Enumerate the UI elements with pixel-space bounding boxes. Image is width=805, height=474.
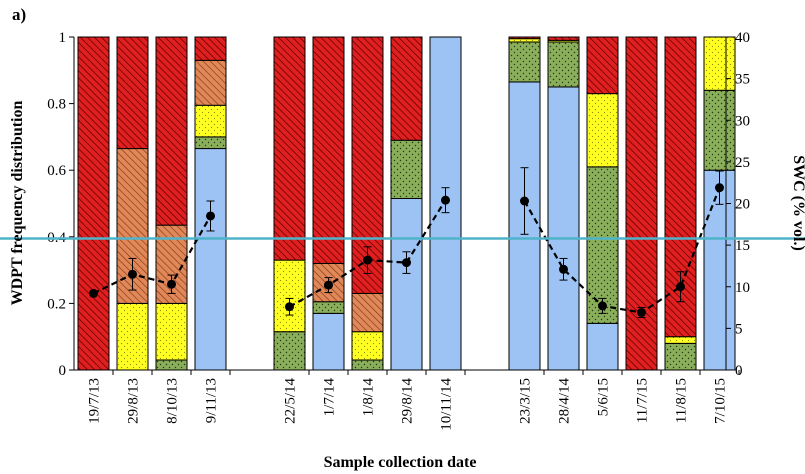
bar-yellow-4 — [273, 259, 306, 333]
bar-green-6 — [351, 359, 384, 371]
swc-point — [167, 279, 176, 289]
bar-red-0 — [77, 36, 110, 371]
bar-blue-11 — [586, 322, 619, 371]
bar-red-7 — [390, 36, 423, 141]
y-right-tick-label: 15 — [735, 238, 750, 254]
bar-red-5 — [312, 36, 345, 264]
x-tick-label: 5/6/15 — [596, 378, 612, 416]
bar-red-3 — [194, 36, 227, 61]
bar-yellow-11 — [586, 93, 619, 168]
bar-green-11 — [586, 166, 619, 324]
swc-line-layer — [0, 167, 805, 319]
x-tick-label: 11/7/15 — [635, 378, 651, 423]
y-axis-left-title: WDPT frequency distribution — [9, 101, 26, 306]
bar-yellow-3 — [194, 104, 227, 138]
bar-orange-6 — [351, 292, 384, 333]
bar-blue-5 — [312, 312, 345, 371]
panel-label: a) — [12, 5, 26, 24]
x-tick-label: 9/11/13 — [204, 378, 220, 423]
x-tick-label: 10/11/14 — [439, 378, 455, 431]
y-left-tick-label: 0.2 — [47, 296, 66, 312]
y-left-tick-label: 0.6 — [47, 163, 66, 179]
swc-point — [128, 269, 137, 279]
bar-yellow-6 — [351, 331, 384, 361]
bar-green-14 — [703, 89, 736, 171]
swc-line-segment-0 — [93, 215, 212, 295]
bar-red-1 — [116, 36, 149, 150]
bar-red-9 — [508, 36, 541, 40]
bar-yellow-1 — [116, 302, 149, 371]
x-axis-title: Sample collection date — [324, 454, 477, 471]
swc-point — [89, 288, 98, 298]
x-tick-label: 23/3/15 — [518, 378, 534, 424]
bar-red-4 — [273, 36, 306, 261]
bars-layer — [77, 36, 736, 371]
y-right-tick-label: 20 — [735, 197, 750, 213]
bar-yellow-2 — [155, 302, 188, 361]
bar-green-13 — [664, 342, 697, 371]
bar-green-2 — [155, 359, 188, 371]
y-right-tick-label: 25 — [735, 155, 750, 171]
x-tick-label: 1/7/14 — [322, 378, 338, 417]
x-tick-label: 28/4/14 — [557, 378, 573, 424]
swc-point — [598, 301, 607, 311]
y-right-tick-label: 10 — [735, 280, 750, 296]
y-right-tick-label: 5 — [735, 321, 743, 337]
swc-point — [441, 195, 450, 205]
swc-point — [637, 308, 646, 318]
bar-yellow-13 — [664, 336, 697, 344]
x-tick-label: 29/8/14 — [400, 378, 416, 424]
bar-green-7 — [390, 139, 423, 200]
swc-line-segment-2 — [523, 187, 721, 314]
swc-point — [206, 211, 215, 221]
swc-point — [363, 255, 372, 265]
bar-orange-3 — [194, 59, 227, 106]
bar-red-2 — [155, 36, 188, 226]
x-tick-label: 29/8/13 — [126, 378, 142, 424]
bar-red-11 — [586, 36, 619, 95]
x-tick-label: 7/10/15 — [713, 378, 729, 424]
x-tick-label: 19/7/13 — [87, 378, 103, 424]
y-right-tick-label: 30 — [735, 113, 750, 129]
x-tick-label: 8/10/13 — [165, 378, 181, 424]
y-right-tick-label: 35 — [735, 72, 750, 88]
swc-point — [285, 302, 294, 312]
bar-blue-10 — [547, 86, 580, 371]
bar-green-3 — [194, 136, 227, 150]
bar-blue-7 — [390, 198, 423, 371]
swc-point — [676, 282, 685, 292]
bar-green-10 — [547, 41, 580, 88]
swc-point — [559, 264, 568, 274]
y-right-tick-label: 40 — [735, 30, 750, 46]
x-tick-label: 1/8/14 — [361, 378, 377, 417]
bar-green-9 — [508, 41, 541, 83]
y-left-tick-label: 1 — [59, 30, 67, 46]
x-tick-label: 22/5/14 — [283, 378, 299, 424]
bar-yellow-14 — [703, 36, 736, 91]
y-left-tick-label: 0.8 — [47, 97, 66, 113]
bar-red-12 — [625, 36, 658, 371]
swc-point — [520, 196, 529, 206]
bar-red-10 — [547, 36, 580, 41]
bar-green-5 — [312, 301, 345, 314]
bar-blue-3 — [194, 148, 227, 371]
y-left-tick-label: 0 — [59, 363, 67, 379]
swc-point — [324, 280, 333, 290]
x-tick-label: 11/8/15 — [674, 378, 690, 423]
bar-green-4 — [273, 331, 306, 371]
swc-point — [715, 183, 724, 193]
y-axis-right-title: SWC (% vol.) — [790, 155, 805, 251]
swc-point — [402, 258, 411, 268]
